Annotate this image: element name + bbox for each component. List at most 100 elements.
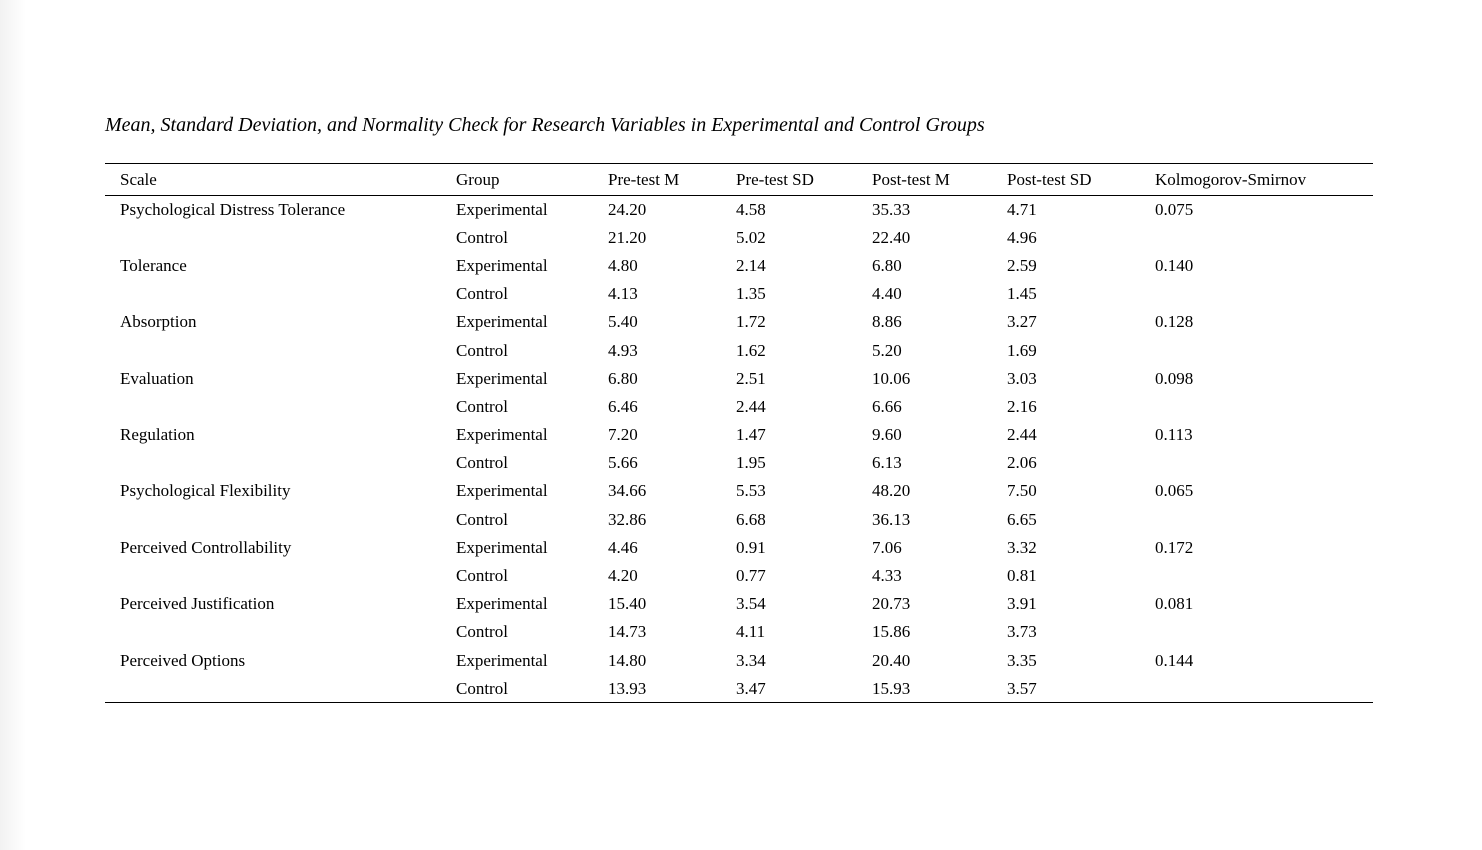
cell-group: Control	[456, 622, 508, 642]
cell-group: Control	[456, 453, 508, 473]
cell-ks	[1155, 562, 1373, 590]
cell-pre-sd: 2.51	[736, 368, 766, 388]
cell-scale: Perceived Options	[120, 650, 246, 670]
cell-post-sd: 2.16	[1007, 396, 1037, 416]
cell-scale: Absorption	[120, 312, 197, 332]
table-row: Absorption Experimental 5.40 1.72 8.86 3.27 0.…	[105, 308, 1373, 336]
table-row: Perceived Controllability Experimental 4.4…	[105, 534, 1373, 562]
cell-pre-sd: 0.77	[736, 566, 766, 586]
cell-pre-m: 5.66	[608, 453, 638, 473]
table-row: Control 32.86 6.68 36.13 6.65	[105, 506, 1373, 534]
cell-group: Experimental	[456, 594, 548, 614]
table-header: Scale Group Pre-test M Pre-test SD Post-…	[105, 164, 1373, 196]
cell-pre-m: 6.80	[608, 368, 638, 388]
cell-post-m: 35.33	[872, 199, 911, 219]
cell-post-m: 4.40	[872, 284, 902, 304]
column-header-pre-test-sd: Pre-test SD	[736, 169, 814, 189]
cell-pre-sd: 0.91	[736, 537, 766, 557]
cell-pre-sd: 4.58	[736, 199, 766, 219]
column-header-post-test-m: Post-test M	[872, 169, 950, 189]
cell-scale: Psychological Flexibility	[120, 481, 291, 501]
cell-post-sd: 3.73	[1007, 622, 1037, 642]
cell-group: Control	[456, 340, 508, 360]
cell-scale	[105, 224, 456, 252]
table-row: Regulation Experimental 7.20 1.47 9.60 2.44 0.…	[105, 421, 1373, 449]
cell-post-sd: 3.57	[1007, 678, 1037, 698]
cell-scale: Evaluation	[120, 368, 194, 388]
cell-pre-sd: 2.44	[736, 396, 766, 416]
table-row: Psychological Distress Tolerance Experime…	[105, 196, 1373, 224]
cell-pre-m: 4.13	[608, 284, 638, 304]
cell-pre-sd: 6.68	[736, 509, 766, 529]
cell-ks	[1155, 393, 1373, 421]
cell-post-m: 6.66	[872, 396, 902, 416]
cell-post-sd: 6.65	[1007, 509, 1037, 529]
cell-ks	[1155, 449, 1373, 477]
cell-post-m: 15.86	[872, 622, 911, 642]
cell-post-sd: 1.45	[1007, 284, 1037, 304]
cell-post-m: 20.40	[872, 650, 911, 670]
column-header-group: Group	[456, 169, 500, 189]
cell-scale	[105, 618, 456, 646]
cell-post-sd: 3.32	[1007, 537, 1037, 557]
cell-pre-m: 32.86	[608, 509, 647, 529]
table-row: Perceived Options Experimental 14.80 3.34 20…	[105, 647, 1373, 675]
cell-scale	[105, 449, 456, 477]
cell-post-m: 4.33	[872, 566, 902, 586]
cell-group: Experimental	[456, 481, 548, 501]
cell-group: Control	[456, 509, 508, 529]
table-row: Control 4.20 0.77 4.33 0.81	[105, 562, 1373, 590]
table-row: Tolerance Experimental 4.80 2.14 6.80 2.59 0.1…	[105, 252, 1373, 280]
cell-post-sd: 7.50	[1007, 481, 1037, 501]
cell-post-sd: 3.91	[1007, 594, 1037, 614]
cell-pre-m: 6.46	[608, 396, 638, 416]
cell-scale	[105, 506, 456, 534]
cell-pre-sd: 1.47	[736, 425, 766, 445]
cell-ks: 0.081	[1155, 594, 1194, 614]
cell-scale: Psychological Distress Tolerance	[120, 199, 346, 219]
cell-pre-sd: 3.47	[736, 678, 766, 698]
cell-pre-m: 15.40	[608, 594, 647, 614]
cell-post-m: 5.20	[872, 340, 902, 360]
cell-pre-m: 24.20	[608, 199, 647, 219]
cell-ks	[1155, 675, 1373, 703]
cell-group: Experimental	[456, 425, 548, 445]
cell-ks	[1155, 280, 1373, 308]
cell-post-sd: 4.71	[1007, 199, 1037, 219]
cell-group: Control	[456, 227, 508, 247]
cell-post-m: 36.13	[872, 509, 911, 529]
cell-ks: 0.098	[1155, 368, 1194, 388]
cell-pre-m: 4.46	[608, 537, 638, 557]
cell-group: Experimental	[456, 255, 548, 275]
cell-scale: Tolerance	[120, 255, 187, 275]
cell-post-m: 20.73	[872, 594, 911, 614]
cell-post-m: 15.93	[872, 678, 911, 698]
table-row: Control 13.93 3.47 15.93 3.57	[105, 675, 1373, 703]
cell-scale	[105, 562, 456, 590]
cell-pre-sd: 1.35	[736, 284, 766, 304]
page-edge-shadow	[0, 0, 26, 850]
cell-ks	[1155, 618, 1373, 646]
cell-pre-sd: 5.02	[736, 227, 766, 247]
cell-post-sd: 2.06	[1007, 453, 1037, 473]
cell-pre-m: 13.93	[608, 678, 647, 698]
cell-post-m: 7.06	[872, 537, 902, 557]
cell-scale	[105, 280, 456, 308]
cell-pre-sd: 1.95	[736, 453, 766, 473]
table-row: Control 4.93 1.62 5.20 1.69	[105, 336, 1373, 364]
cell-ks	[1155, 506, 1373, 534]
column-header-kolmogorov-smirnov: Kolmogorov-Smirnov	[1155, 169, 1307, 189]
cell-post-m: 22.40	[872, 227, 911, 247]
cell-post-m: 48.20	[872, 481, 911, 501]
cell-ks	[1155, 224, 1373, 252]
table-row: Psychological Flexibility Experimental 34.…	[105, 477, 1373, 505]
table-row: Control 4.13 1.35 4.40 1.45	[105, 280, 1373, 308]
cell-post-m: 6.80	[872, 255, 902, 275]
table-row: Control 14.73 4.11 15.86 3.73	[105, 618, 1373, 646]
cell-pre-sd: 1.62	[736, 340, 766, 360]
cell-scale: Perceived Controllability	[120, 537, 292, 557]
table-row: Control 21.20 5.02 22.40 4.96	[105, 224, 1373, 252]
column-header-pre-test-m: Pre-test M	[608, 169, 680, 189]
cell-post-sd: 0.81	[1007, 566, 1037, 586]
